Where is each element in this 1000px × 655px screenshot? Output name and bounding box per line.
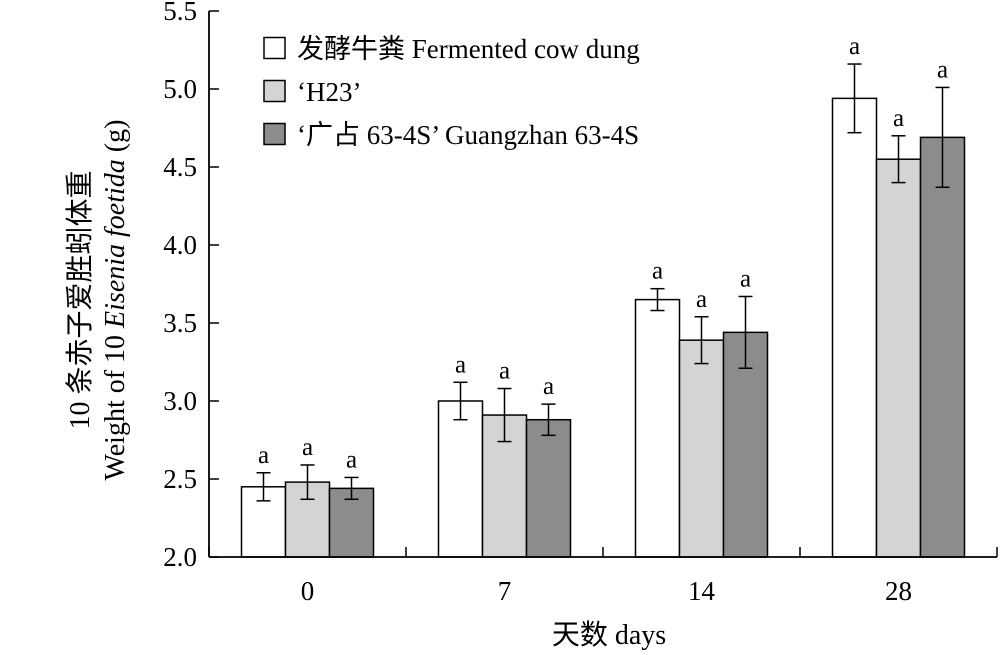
y-tick-label-3: 3.5 bbox=[163, 308, 197, 338]
legend-label-2: ‘广占 63-4S’ Guangzhan 63-4S bbox=[297, 120, 639, 150]
legend-label-1: ‘H23’ bbox=[297, 77, 361, 107]
y-tick-label-6: 5.0 bbox=[163, 74, 197, 104]
significance-label-s2-c3: a bbox=[937, 56, 948, 83]
x-axis-title: 天数 days bbox=[552, 619, 666, 651]
significance-label-s0-c1: a bbox=[455, 351, 466, 378]
significance-label-s0-c2: a bbox=[652, 258, 663, 285]
x-tick-label-2: 14 bbox=[688, 576, 716, 606]
bar-s0-c1 bbox=[437, 400, 484, 558]
y-tick-label-4: 4.0 bbox=[163, 230, 197, 260]
y-tick-label-0: 2.0 bbox=[163, 542, 197, 572]
significance-label-s1-c2: a bbox=[696, 286, 707, 313]
legend: 发酵牛粪 Fermented cow dung ‘H23’ ‘广占 63-4S’ G… bbox=[263, 34, 640, 150]
significance-label-s2-c2: a bbox=[740, 265, 751, 292]
plot-area: a a a a a a a a a a a a 2.0 2.5 3.0 3.5 4.0 4.5 5.0 5.5 0 7 14… bbox=[163, 0, 998, 606]
x-tick-label-0: 0 bbox=[301, 576, 315, 606]
x-tick-label-1: 7 bbox=[498, 576, 512, 606]
y-tick-label-2: 3.0 bbox=[163, 386, 197, 416]
bar-s1-c3 bbox=[875, 158, 922, 558]
legend-swatch-0 bbox=[263, 36, 286, 60]
bar-s0-c2 bbox=[634, 298, 681, 558]
y-axis-title-unit: (g) bbox=[100, 120, 131, 160]
x-tick-label-3: 28 bbox=[885, 576, 912, 606]
y-axis-title-chinese: 10 条赤子爱胜蚓体重 bbox=[64, 170, 96, 429]
y-tick-label-7: 5.5 bbox=[163, 0, 197, 26]
legend-label-0: 发酵牛粪 Fermented cow dung bbox=[297, 34, 640, 64]
significance-label-s0-c0: a bbox=[258, 442, 269, 469]
y-axis-title-english: Weight of 10 Eisenia foetida (g) bbox=[100, 120, 131, 481]
legend-swatch-1 bbox=[263, 79, 286, 103]
significance-label-s2-c1: a bbox=[543, 373, 554, 400]
y-axis-title: 10 条赤子爱胜蚓体重 Weight of 10 Eisenia foetida… bbox=[64, 120, 131, 481]
bar-s0-c3 bbox=[831, 97, 878, 558]
y-tick-label-5: 4.5 bbox=[163, 152, 197, 182]
bar-s2-c3 bbox=[919, 136, 966, 558]
bar-s1-c2 bbox=[678, 339, 725, 558]
significance-label-s1-c3: a bbox=[893, 105, 904, 132]
significance-label-s1-c0: a bbox=[302, 434, 313, 461]
significance-label-s0-c3: a bbox=[849, 33, 860, 60]
y-axis-title-prefix: Weight of 10 bbox=[100, 328, 131, 481]
y-axis-title-species: Eisenia foetida bbox=[100, 159, 131, 329]
significance-label-s1-c1: a bbox=[499, 358, 510, 385]
legend-swatch-2 bbox=[263, 122, 286, 146]
bar-s2-c1 bbox=[525, 418, 572, 558]
y-tick-label-1: 2.5 bbox=[163, 464, 197, 494]
bar-s2-c2 bbox=[722, 331, 769, 558]
significance-label-s2-c0: a bbox=[346, 446, 357, 473]
